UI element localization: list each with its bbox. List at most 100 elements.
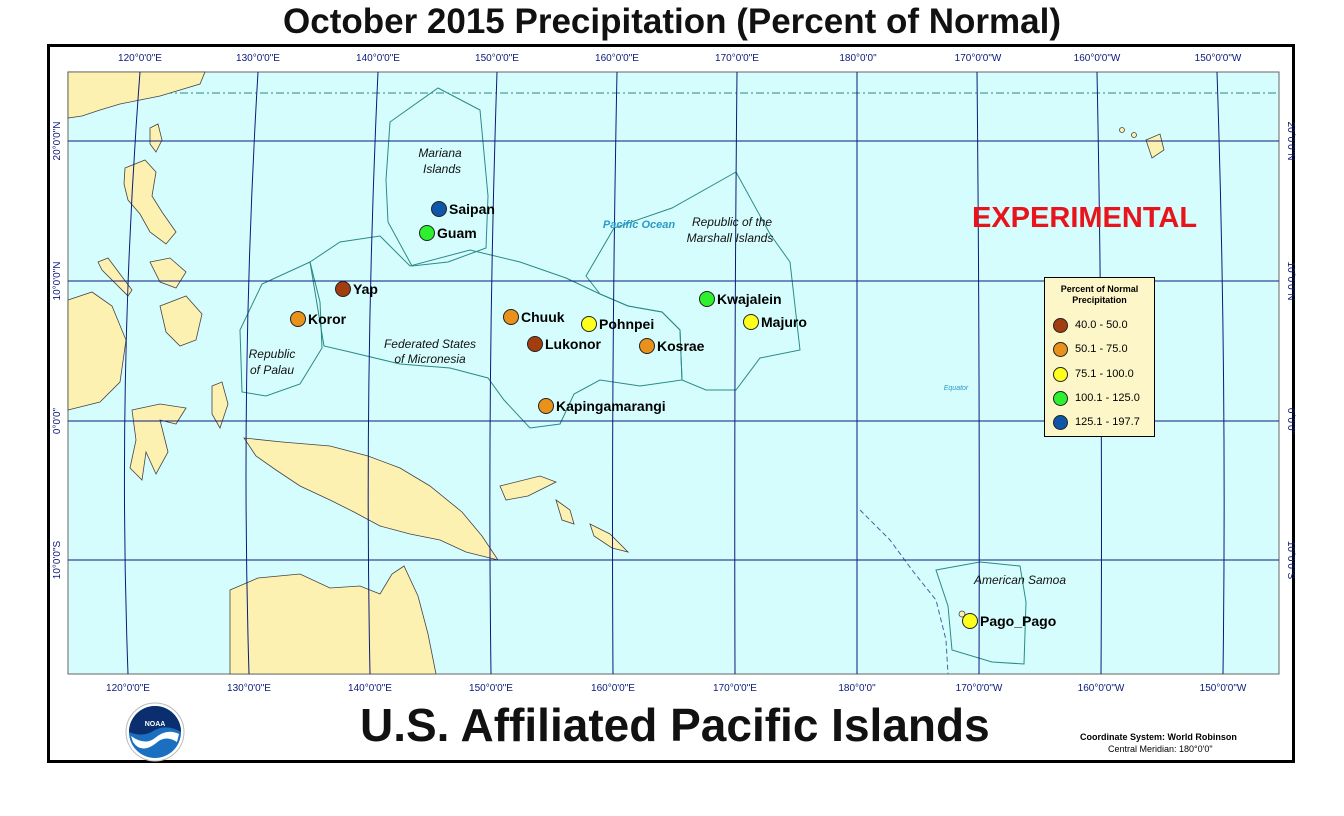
- halmahera: [211, 381, 229, 429]
- lat-label-left: 10°0'0"N: [52, 262, 63, 301]
- coordinate-system-note: Coordinate System: World Robinson Centra…: [1080, 731, 1237, 755]
- region-label-palau: Republic: [249, 347, 296, 361]
- lon-label-top: 130°0'0"E: [236, 53, 280, 64]
- lon-label-top: 160°0'0"E: [595, 53, 639, 64]
- lon-line: [1216, 71, 1225, 675]
- station-label: Majuro: [761, 314, 807, 330]
- station-marker: [527, 336, 543, 352]
- lon-label-top: 170°0'0"W: [955, 53, 1002, 64]
- station-label: Pohnpei: [599, 316, 654, 332]
- tonga-boundary: [859, 509, 949, 675]
- station-label: Yap: [353, 281, 378, 297]
- legend-swatch: [1053, 390, 1068, 406]
- borneo: [67, 291, 127, 411]
- lat-label-right: 10°0'0"S: [1285, 541, 1296, 580]
- station-label: Pago_Pago: [980, 613, 1056, 629]
- noaa-logo: NOAA: [125, 702, 185, 762]
- logo-text: NOAA: [145, 721, 166, 728]
- graticule-labels: 120°0'0"E 130°0'0"E 140°0'0"E 150°0'0"E …: [52, 53, 1296, 694]
- lat-label-left: 0°0'0": [52, 407, 63, 434]
- lon-label-bottom: 140°0'0"E: [348, 683, 392, 694]
- equator-label: Equator: [944, 385, 969, 392]
- station-label: Chuuk: [521, 309, 565, 325]
- legend-label: 125.1 - 197.7: [1075, 416, 1140, 428]
- fsm-eez: [309, 235, 683, 429]
- region-label-samoa: American Samoa: [973, 573, 1066, 587]
- stations: Saipan Guam Yap Koror Chuuk Pohnpei Lukonor Kos…: [290, 201, 1056, 629]
- lat-label-right: 20°0'0"N: [1285, 122, 1296, 161]
- station-label: Lukonor: [545, 336, 602, 352]
- region-label-fsm: Federated States: [384, 337, 476, 351]
- region-label-marshall: Marshall Islands: [687, 231, 774, 245]
- lon-label-bottom: 180°0'0": [838, 683, 876, 694]
- central-meridian-line: Central Meridian: 180°0'0": [1108, 744, 1213, 754]
- station-marker: [431, 201, 447, 217]
- australia: [229, 565, 437, 675]
- lon-label-top: 140°0'0"E: [356, 53, 400, 64]
- legend-item: 50.1 - 75.0: [1053, 340, 1128, 358]
- legend-swatch: [1053, 414, 1068, 430]
- station-marker: [335, 281, 351, 297]
- lon-label-bottom: 170°0'0"E: [713, 683, 757, 694]
- lon-label-bottom: 170°0'0"W: [956, 683, 1003, 694]
- lon-label-top: 160°0'0"W: [1074, 53, 1121, 64]
- lon-line: [489, 71, 498, 675]
- lon-label-top: 120°0'0"E: [118, 53, 162, 64]
- lon-label-top: 180°0'0": [839, 53, 877, 64]
- mariana-eez: [385, 87, 489, 267]
- station-marker: [290, 311, 306, 327]
- station-label: Guam: [437, 225, 477, 241]
- lon-label-bottom: 160°0'0"E: [591, 683, 635, 694]
- lat-label-left: 20°0'0"N: [52, 122, 63, 161]
- legend-item: 100.1 - 125.0: [1053, 389, 1140, 407]
- solomons: [589, 523, 630, 553]
- station-label: Kosrae: [657, 338, 705, 354]
- lon-label-top: 150°0'0"W: [1195, 53, 1242, 64]
- region-label-mariana: Islands: [423, 162, 461, 176]
- station-marker: [419, 225, 435, 241]
- legend-label: 75.1 - 100.0: [1075, 368, 1134, 380]
- lon-label-bottom: 150°0'0"E: [469, 683, 513, 694]
- legend-title-line: Precipitation: [1072, 295, 1127, 305]
- map-subtitle: U.S. Affiliated Pacific Islands: [360, 699, 990, 751]
- station-marker: [699, 291, 715, 307]
- lon-line: [976, 71, 980, 675]
- eez-boundaries: [239, 87, 1027, 675]
- station-marker: [639, 338, 655, 354]
- sulawesi: [129, 403, 187, 481]
- legend-title-line: Percent of Normal: [1060, 284, 1139, 294]
- station-label: Saipan: [449, 201, 495, 217]
- legend-item: 75.1 - 100.0: [1053, 365, 1134, 383]
- region-label-mariana: Mariana: [418, 146, 462, 160]
- samoa-islet: [958, 610, 966, 618]
- lon-label-bottom: 120°0'0"E: [106, 683, 150, 694]
- lon-label-bottom: 150°0'0"W: [1200, 683, 1247, 694]
- legend-item: 40.0 - 50.0: [1053, 316, 1128, 334]
- legend-label: 40.0 - 50.0: [1075, 319, 1128, 331]
- lat-label-left: 10°0'0"S: [52, 540, 63, 579]
- lon-label-top: 150°0'0"E: [475, 53, 519, 64]
- lon-line: [612, 71, 618, 675]
- lon-line: [123, 71, 141, 675]
- map-title: October 2015 Precipitation (Percent of N…: [283, 2, 1061, 41]
- lon-line: [367, 71, 379, 675]
- region-label-fsm: of Micronesia: [394, 352, 466, 366]
- marshall-eez: [585, 171, 801, 391]
- station-label: Koror: [308, 311, 347, 327]
- legend-label: 100.1 - 125.0: [1075, 392, 1140, 404]
- legend-swatch: [1053, 366, 1068, 382]
- legend-item: 125.1 - 197.7: [1053, 413, 1140, 431]
- china-coast: [67, 71, 206, 119]
- hawaii-islet: [1119, 127, 1125, 133]
- station-marker: [503, 309, 519, 325]
- hawaii-islet: [1131, 132, 1137, 138]
- station-marker: [962, 613, 978, 629]
- lat-label-right: 10°0'0"N: [1285, 262, 1296, 301]
- graticule-lines: [68, 71, 1279, 675]
- station-marker: [743, 314, 759, 330]
- lon-line: [734, 71, 738, 675]
- samoa-eez: [935, 561, 1027, 665]
- palawan: [97, 257, 133, 297]
- station-marker: [581, 316, 597, 332]
- legend-swatch: [1053, 341, 1068, 357]
